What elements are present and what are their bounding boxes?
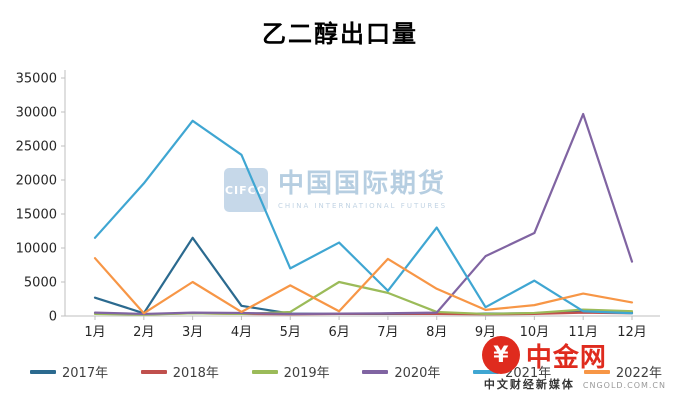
legend-swatch-2017 <box>30 369 56 374</box>
y-tick-label: 30000 <box>16 106 57 121</box>
x-tick-label: 9月 <box>475 325 496 340</box>
x-tick-label: 3月 <box>182 325 203 340</box>
cngold-yen-icon: ¥ <box>481 336 520 374</box>
y-tick-label: 5000 <box>24 276 57 291</box>
series-line-2017年 <box>93 236 634 316</box>
series-line-2020年 <box>93 112 634 316</box>
x-tick-label: 6月 <box>328 325 349 340</box>
x-tick-label: 10月 <box>520 325 550 340</box>
x-tick-label: 7月 <box>377 325 398 340</box>
y-tick-label: 35000 <box>16 72 57 87</box>
series-line-2021年 <box>93 119 634 315</box>
legend-item-2019: 2019年 <box>251 362 330 381</box>
y-tick-label: 0 <box>49 310 57 325</box>
legend-label-2017: 2017年 <box>62 366 109 381</box>
cngold-url: CNGOLD.COM.CN <box>582 381 666 390</box>
export-line-chart: 0 5000 10000 15000 20000 25000 30000 35000 1月 2月 3… <box>16 70 660 340</box>
y-tick-label: 10000 <box>16 242 57 257</box>
x-tick-label: 11月 <box>568 325 598 340</box>
legend-label-2022: 2022年 <box>615 366 662 381</box>
legend-item-2020: 2020年 <box>362 362 440 381</box>
series-line-2019年 <box>93 280 634 316</box>
legend-label-2019: 2019年 <box>283 366 330 381</box>
legend-item-2022: 2022年 <box>583 362 662 381</box>
cngold-tagline: 中文财经新媒体 <box>483 378 575 391</box>
legend-swatch-2018 <box>140 369 167 374</box>
legend-label-2020: 2020年 <box>394 366 441 381</box>
x-tick-label: 4月 <box>231 325 252 340</box>
legend-item-2017: 2017年 <box>30 362 108 381</box>
legend: 2017年 2018年 2019年 2020年 2021年 2022年 <box>30 362 662 381</box>
cngold-yen-glyph: ¥ <box>493 342 509 368</box>
x-tick-label: 1月 <box>84 325 105 340</box>
cngold-logo-row: ¥ 中金网 <box>481 336 607 374</box>
y-tick-label: 20000 <box>16 174 57 189</box>
legend-swatch-2019 <box>251 369 278 374</box>
legend-swatch-2022 <box>583 369 610 374</box>
legend-swatch-2021 <box>473 369 500 374</box>
legend-swatch-2020 <box>362 369 389 374</box>
cngold-name: 中金网 <box>525 342 607 373</box>
cngold-watermark: ¥ 中金网 中文财经新媒体 CNGOLD.COM.CN <box>481 336 666 392</box>
x-tick-label: 8月 <box>426 325 447 340</box>
x-tick-label: 5月 <box>280 325 301 340</box>
chart-title: 乙二醇出口量 <box>262 20 418 48</box>
legend-label-2021: 2021年 <box>505 366 552 381</box>
y-tick-label: 15000 <box>16 208 57 223</box>
legend-label-2018: 2018年 <box>172 366 219 381</box>
legend-item-2018: 2018年 <box>140 362 219 381</box>
cngold-tagline-row: 中文财经新媒体 CNGOLD.COM.CN <box>482 376 666 392</box>
series-line-2022年 <box>93 257 634 315</box>
x-tick-label: 12月 <box>617 325 647 340</box>
x-tick-label: 2月 <box>133 325 154 340</box>
y-tick-label: 25000 <box>16 140 57 155</box>
legend-item-2021: 2021年 <box>473 362 551 381</box>
